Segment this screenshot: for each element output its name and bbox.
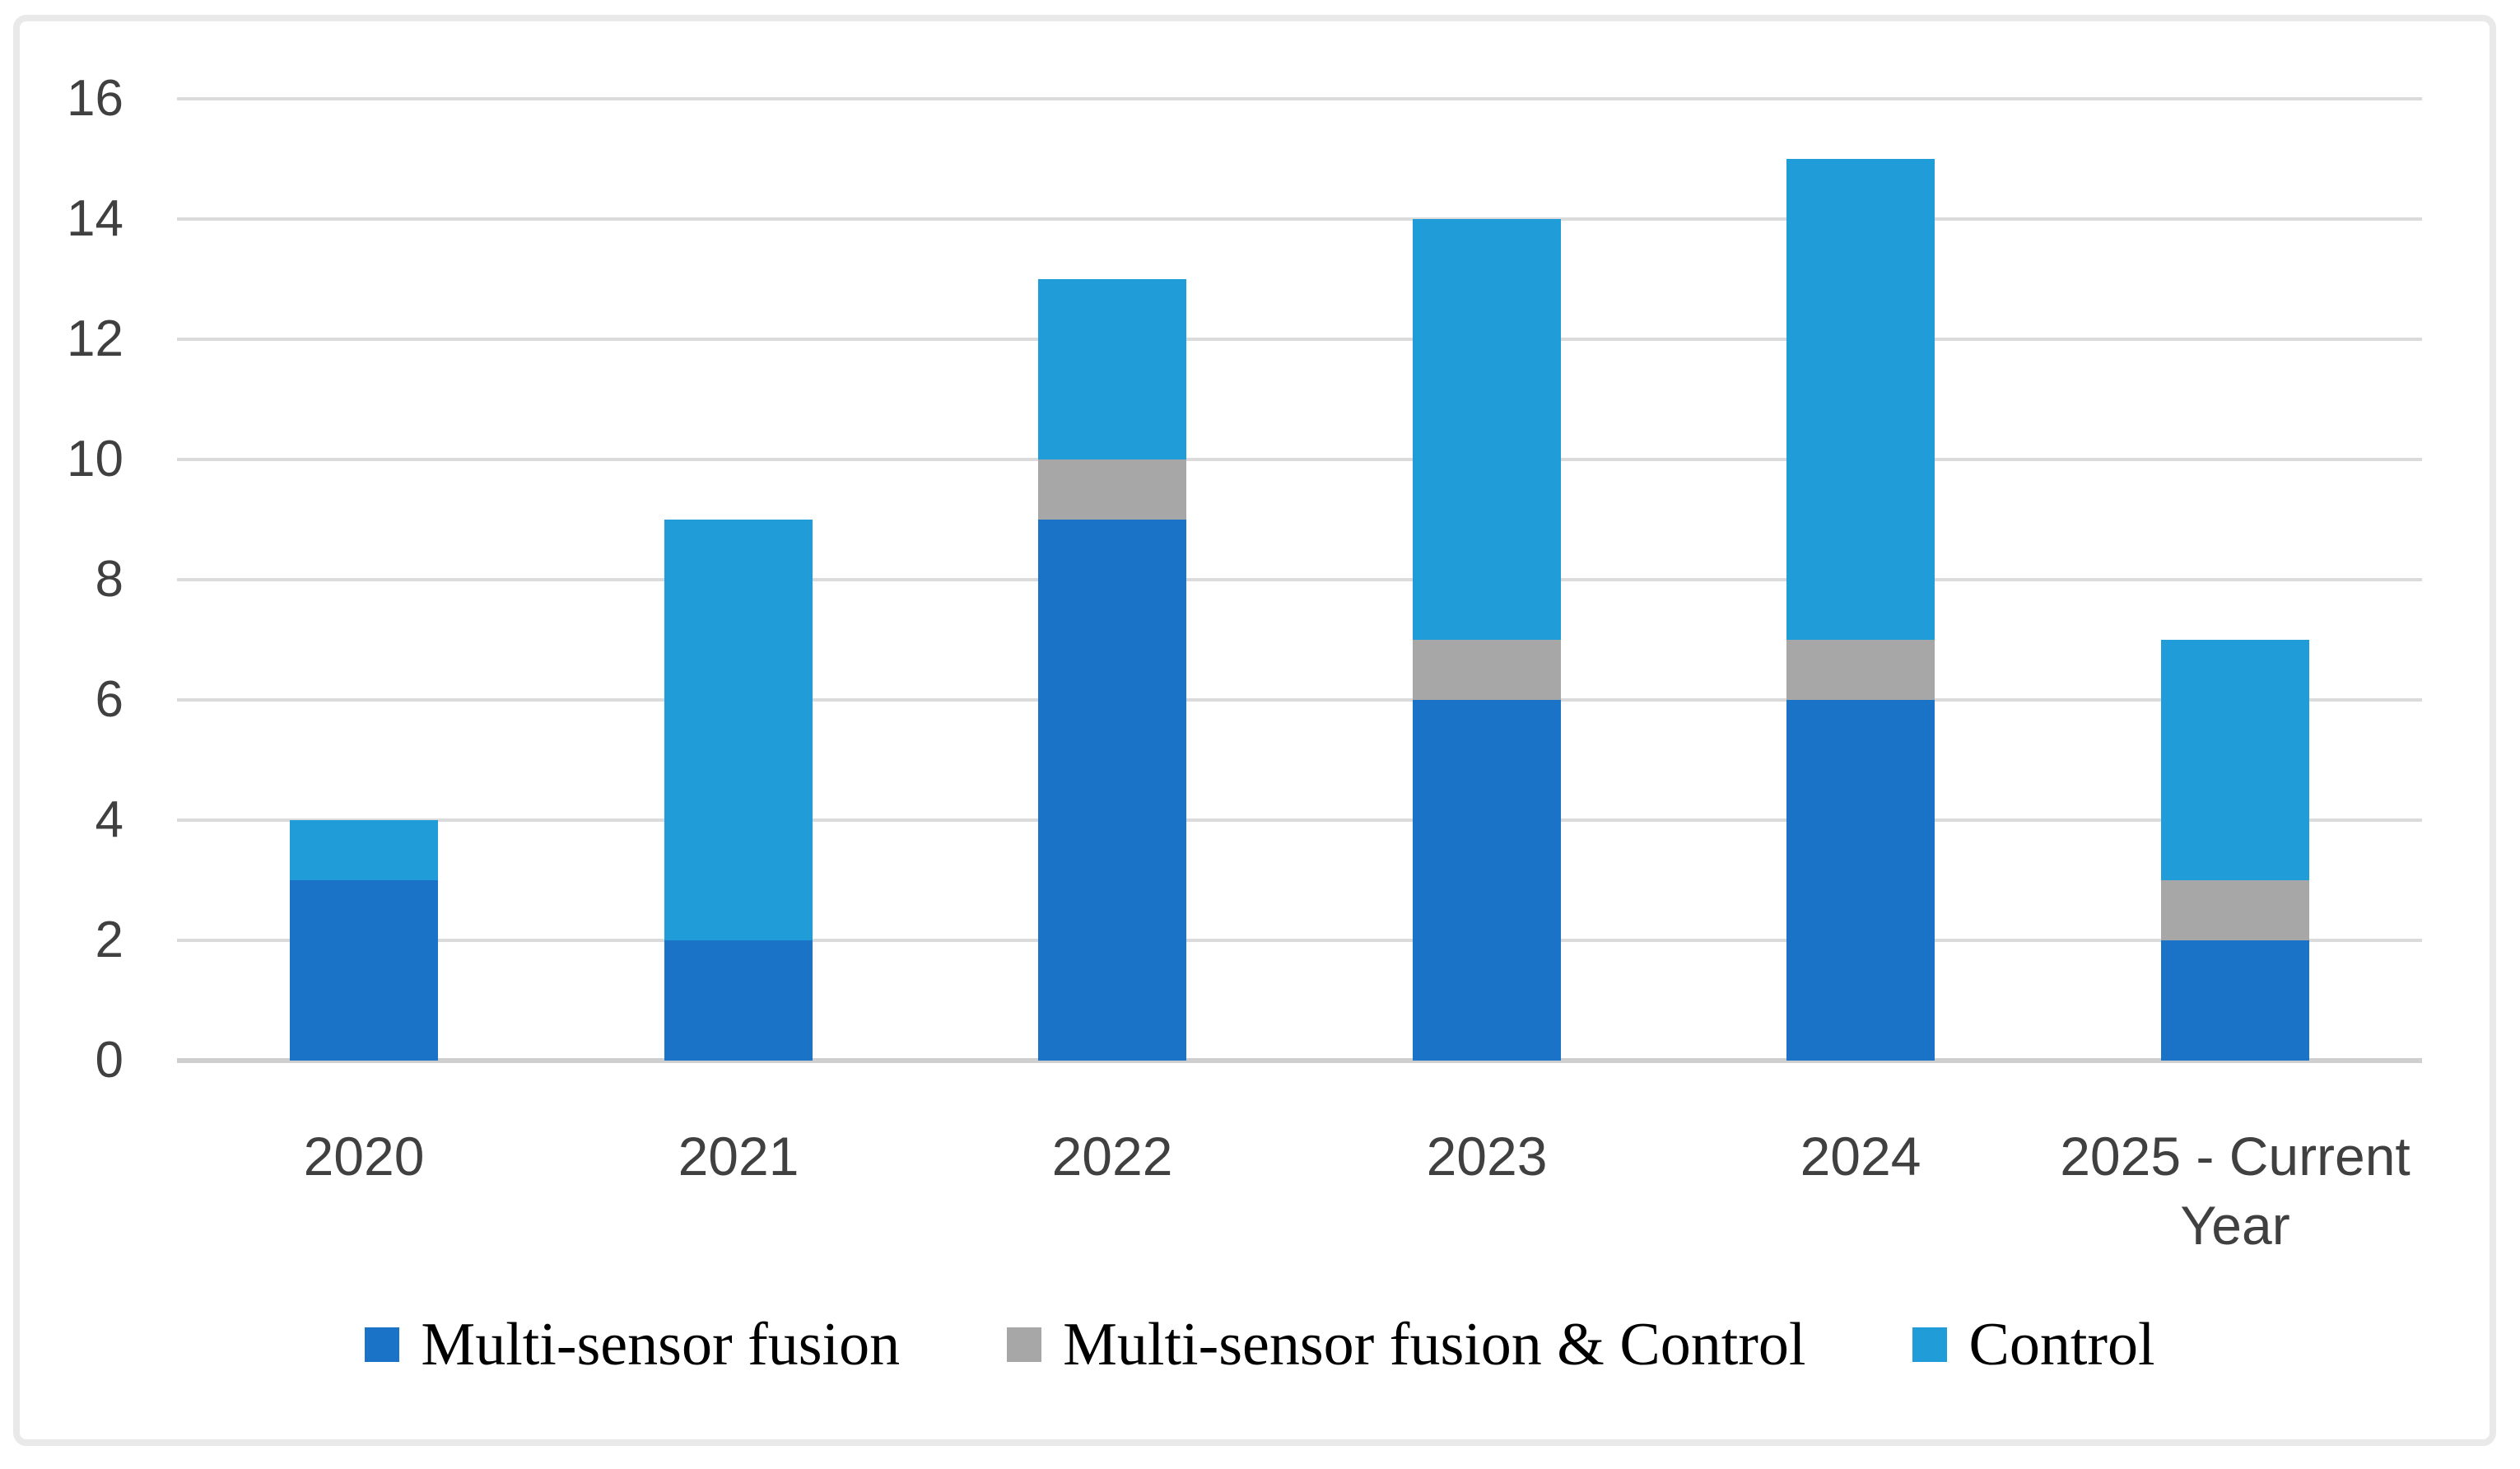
legend-item-multi-sensor-fusion-control: Multi-sensor fusion & Control xyxy=(1007,1312,1805,1378)
bar-segment-2020-control xyxy=(290,820,438,880)
bar-segment-2023-control xyxy=(1413,219,1561,640)
bar-segment-2020-multi-sensor-fusion xyxy=(290,880,438,1061)
bar-segment-2021-multi-sensor-fusion xyxy=(664,940,813,1061)
bar-segment-2022-multi-sensor-fusion xyxy=(1038,520,1186,1061)
bar-segment-2022-control xyxy=(1038,279,1186,459)
chart-legend: Multi-sensor fusion Multi-sensor fusion &… xyxy=(0,1305,2520,1384)
gridline-y-12 xyxy=(177,338,2422,341)
gridline-y-8 xyxy=(177,578,2422,581)
y-tick-label-10: 10 xyxy=(67,431,123,487)
legend-item-control: Control xyxy=(1912,1311,2155,1378)
x-category-label-2025: 2025 - Current Year xyxy=(2060,1126,2411,1256)
x-category-label-2023: 2023 xyxy=(1426,1126,1548,1187)
gridline-y-2 xyxy=(177,939,2422,942)
legend-label: Multi-sensor fusion & Control xyxy=(1063,1311,1806,1378)
legend-label: Control xyxy=(1968,1311,2155,1378)
y-tick-label-6: 6 xyxy=(95,671,123,728)
gridline-y-6 xyxy=(177,698,2422,702)
chart-frame-border xyxy=(13,15,2496,1446)
gridline-y-16 xyxy=(177,97,2422,100)
bar-segment-2024-control xyxy=(1786,159,1935,640)
y-tick-label-12: 12 xyxy=(67,310,123,367)
x-axis-line xyxy=(177,1058,2422,1063)
y-tick-label-0: 0 xyxy=(95,1032,123,1089)
y-tick-label-16: 16 xyxy=(67,70,123,127)
legend-swatch-icon xyxy=(1912,1327,1948,1362)
bar-segment-2025-control xyxy=(2161,640,2309,880)
y-tick-label-14: 14 xyxy=(67,190,123,247)
gridline-y-4 xyxy=(177,818,2422,822)
bar-segment-2022-multi-sensor-fusion-control xyxy=(1038,459,1186,520)
bar-segment-2025-multi-sensor-fusion-control xyxy=(2161,880,2309,940)
bar-segment-2024-multi-sensor-fusion xyxy=(1786,700,1935,1061)
x-category-label-2024: 2024 xyxy=(1800,1126,1921,1187)
bar-segment-2021-control xyxy=(664,520,813,940)
y-tick-label-4: 4 xyxy=(95,791,123,848)
y-tick-label-8: 8 xyxy=(95,551,123,608)
bar-segment-2024-multi-sensor-fusion-control xyxy=(1786,640,1935,700)
legend-swatch-icon xyxy=(365,1327,400,1362)
legend-item-multi-sensor-fusion: Multi-sensor fusion xyxy=(365,1312,900,1378)
bar-segment-2025-multi-sensor-fusion xyxy=(2161,940,2309,1061)
legend-label: Multi-sensor fusion xyxy=(421,1311,901,1378)
x-category-label-2022: 2022 xyxy=(1051,1126,1173,1187)
legend-swatch-icon xyxy=(1007,1327,1042,1362)
x-category-label-2021: 2021 xyxy=(678,1126,799,1187)
gridline-y-10 xyxy=(177,458,2422,461)
bar-segment-2023-multi-sensor-fusion xyxy=(1413,700,1561,1061)
x-category-label-2020: 2020 xyxy=(303,1126,425,1187)
y-tick-label-2: 2 xyxy=(95,912,123,968)
gridline-y-14 xyxy=(177,217,2422,221)
bar-segment-2023-multi-sensor-fusion-control xyxy=(1413,640,1561,700)
